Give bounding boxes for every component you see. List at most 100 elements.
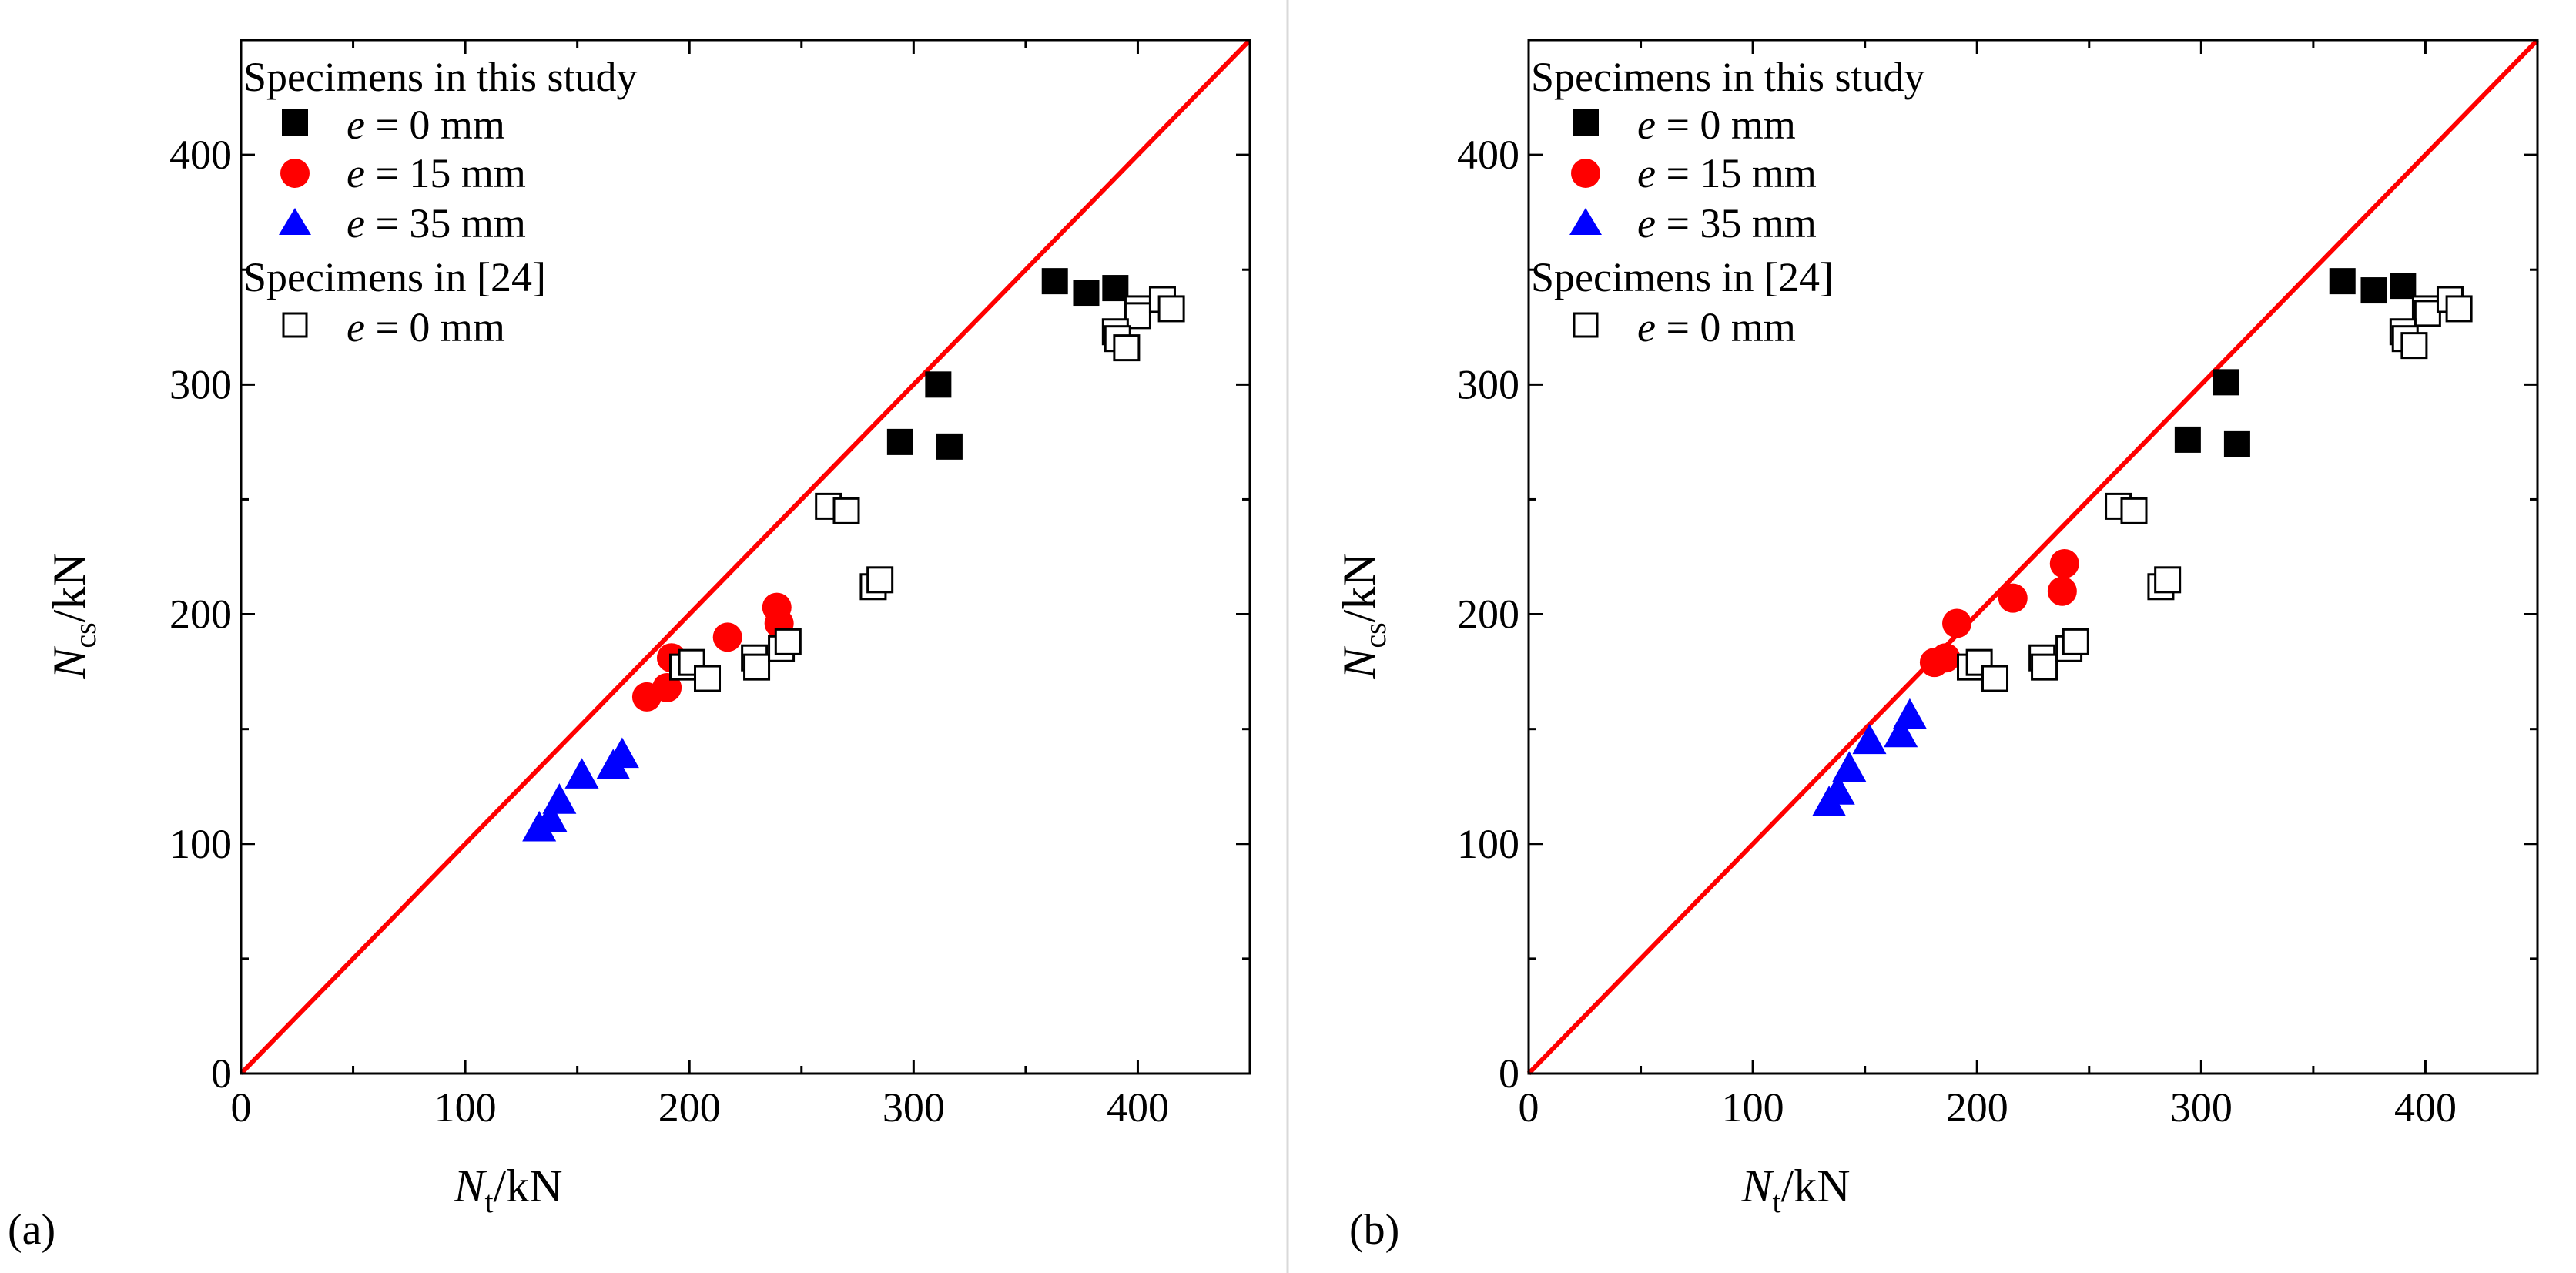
x-axis-title: Nt/kN bbox=[1740, 1161, 1850, 1219]
point-e0 bbox=[936, 433, 963, 460]
point-e0 bbox=[2174, 426, 2201, 453]
point-e0 bbox=[2223, 430, 2250, 457]
y-axis-title: Ncs/kN bbox=[44, 553, 102, 679]
point-e0 bbox=[2213, 369, 2239, 396]
legend-label-e35: e = 35 mm bbox=[1637, 200, 1817, 246]
legend-marker-e15 bbox=[1571, 159, 1600, 188]
chart-panel-a: 0 100 200 300 400 0 100 200 300 400 Specimens in … bbox=[8, 38, 1252, 1254]
x-tick-label: 400 bbox=[2394, 1084, 2457, 1131]
point-e15 bbox=[712, 622, 742, 652]
panel-label: (a) bbox=[8, 1206, 55, 1254]
y-tick-label: 400 bbox=[169, 132, 232, 178]
x-tick-label: 300 bbox=[883, 1084, 945, 1131]
legend-marker-ref24 bbox=[282, 312, 308, 338]
point-ref24 bbox=[1124, 302, 1151, 330]
point-e15 bbox=[1942, 608, 1972, 638]
point-e0 bbox=[2360, 277, 2387, 304]
point-ref24 bbox=[2445, 295, 2473, 323]
point-e0 bbox=[1073, 280, 1100, 307]
chart-panel-b: 0 100 200 300 400 0 100 200 300 400 Specimens in … bbox=[1334, 38, 2540, 1254]
y-tick-label: 200 bbox=[1457, 591, 1519, 638]
point-ref24 bbox=[774, 628, 802, 655]
legend-label-e35: e = 35 mm bbox=[347, 200, 526, 246]
point-e0 bbox=[1041, 268, 1068, 295]
point-e35 bbox=[605, 737, 639, 769]
point-e35 bbox=[1884, 716, 1918, 748]
point-e15 bbox=[1998, 583, 2028, 613]
point-ref24 bbox=[2400, 332, 2428, 360]
panel-label: (b) bbox=[1349, 1206, 1399, 1254]
point-e35 bbox=[1852, 723, 1887, 755]
point-e15 bbox=[1931, 643, 1961, 673]
point-e0 bbox=[886, 428, 913, 455]
y-tick-label: 300 bbox=[169, 361, 232, 407]
reference-line-y-equals-x bbox=[1526, 38, 2540, 1076]
tick-layer: 0 100 200 300 400 0 100 200 300 400 bbox=[169, 39, 1251, 1131]
x-tick-label: 0 bbox=[231, 1084, 252, 1131]
x-tick-label: 100 bbox=[434, 1084, 497, 1131]
plot-frame bbox=[240, 39, 1251, 1075]
legend-label-e15: e = 15 mm bbox=[347, 150, 526, 196]
point-e15 bbox=[2047, 576, 2077, 606]
legend-label-e15: e = 15 mm bbox=[1637, 150, 1817, 196]
plot-area bbox=[1527, 39, 2539, 1075]
y-tick-label: 200 bbox=[169, 591, 232, 638]
point-ref24 bbox=[2031, 653, 2058, 681]
x-tick-label: 300 bbox=[2170, 1084, 2233, 1131]
y-tick-label: 0 bbox=[1499, 1050, 1519, 1097]
point-e35 bbox=[1832, 751, 1867, 782]
y-tick-label: 100 bbox=[169, 821, 232, 867]
point-e35 bbox=[542, 783, 577, 814]
legend-label-ref24: e = 0 mm bbox=[347, 304, 505, 350]
point-ref24 bbox=[2120, 497, 2148, 524]
point-e0 bbox=[2329, 268, 2356, 295]
point-e35 bbox=[564, 758, 599, 789]
point-e35 bbox=[1821, 774, 1855, 805]
point-ref24 bbox=[694, 665, 722, 692]
plot-frame bbox=[1527, 39, 2539, 1075]
legend: Specimens in this study e = 0 mm e = 15 … bbox=[243, 54, 638, 350]
legend-title-this-study: Specimens in this study bbox=[243, 54, 638, 100]
point-ref24 bbox=[866, 566, 894, 594]
x-tick-label: 200 bbox=[658, 1084, 721, 1131]
legend-marker-ref24 bbox=[1573, 312, 1599, 338]
y-tick-label: 300 bbox=[1457, 361, 1519, 407]
point-ref24 bbox=[2154, 566, 2182, 594]
point-ref24 bbox=[2062, 628, 2089, 655]
legend-marker-e35 bbox=[279, 208, 311, 235]
x-axis-title: Nt/kN bbox=[453, 1161, 562, 1219]
reference-line-layer bbox=[239, 38, 1252, 1076]
x-tick-label: 0 bbox=[1519, 1084, 1539, 1131]
legend-label-e0: e = 0 mm bbox=[347, 102, 505, 148]
point-e35 bbox=[533, 801, 568, 832]
legend-marker-e0 bbox=[1573, 109, 1599, 136]
legend-label-e0: e = 0 mm bbox=[1637, 102, 1796, 148]
point-e15 bbox=[2049, 548, 2079, 578]
point-ref24 bbox=[832, 497, 860, 524]
legend-title-ref24: Specimens in [24] bbox=[243, 254, 546, 300]
legend-marker-e15 bbox=[280, 159, 310, 188]
x-tick-label: 100 bbox=[1722, 1084, 1784, 1131]
x-tick-label: 200 bbox=[1946, 1084, 2008, 1131]
marker-layer bbox=[1812, 268, 2473, 816]
y-tick-label: 100 bbox=[1457, 821, 1519, 867]
legend-title-this-study: Specimens in this study bbox=[1531, 54, 1925, 100]
x-tick-label: 400 bbox=[1107, 1084, 1169, 1131]
y-axis-title: Ncs/kN bbox=[1334, 553, 1392, 679]
point-ref24 bbox=[2414, 300, 2441, 327]
reference-line-y-equals-x bbox=[239, 38, 1252, 1076]
point-ref24 bbox=[1157, 295, 1185, 323]
tick-layer: 0 100 200 300 400 0 100 200 300 400 bbox=[1457, 39, 2539, 1131]
point-e0 bbox=[1102, 275, 1129, 302]
point-e35 bbox=[1892, 698, 1927, 729]
y-tick-label: 400 bbox=[1457, 132, 1519, 178]
y-tick-label: 0 bbox=[211, 1050, 232, 1097]
reference-line-layer bbox=[1526, 38, 2540, 1076]
legend: Specimens in this study e = 0 mm e = 15 … bbox=[1531, 54, 1925, 350]
plot-area bbox=[240, 39, 1251, 1075]
legend-marker-e0 bbox=[282, 109, 308, 136]
point-ref24 bbox=[1981, 665, 2009, 692]
point-ref24 bbox=[1113, 334, 1141, 362]
marker-layer bbox=[522, 268, 1185, 842]
